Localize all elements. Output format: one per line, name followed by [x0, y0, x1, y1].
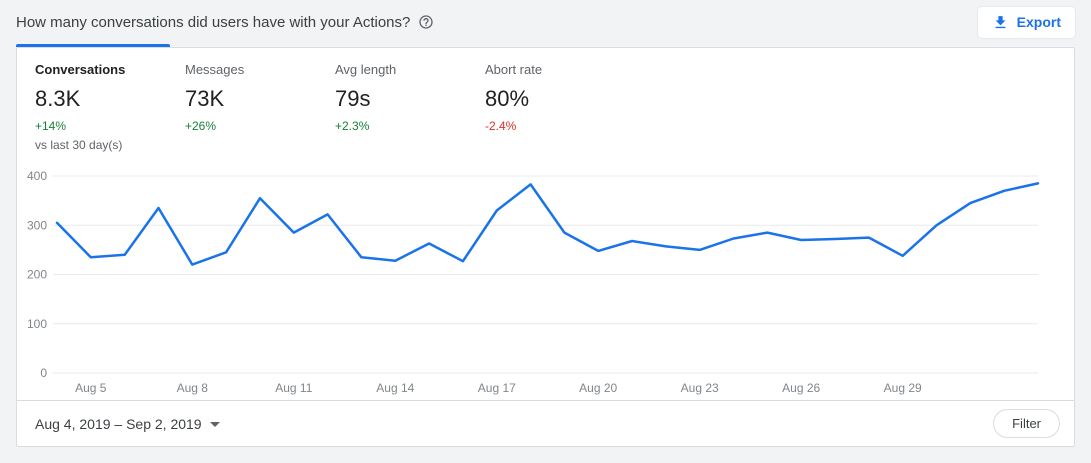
page-title: How many conversations did users have wi… [16, 13, 411, 31]
svg-text:Aug 23: Aug 23 [681, 381, 719, 395]
analytics-card: Conversations 8.3K +14% vs last 30 day(s… [16, 47, 1075, 447]
svg-text:Aug 17: Aug 17 [478, 381, 516, 395]
svg-text:0: 0 [40, 366, 47, 380]
metric-tab-avg-length[interactable]: Avg length 79s +2.3% [335, 62, 485, 152]
metric-value: 8.3K [35, 86, 81, 111]
svg-text:400: 400 [27, 169, 47, 183]
card-footer: Aug 4, 2019 – Sep 2, 2019 Filter [17, 400, 1074, 446]
filter-button[interactable]: Filter [993, 409, 1060, 438]
metric-value: 73K [185, 86, 225, 111]
data-series-line[interactable] [55, 182, 1040, 266]
date-range-label: Aug 4, 2019 – Sep 2, 2019 [35, 415, 202, 432]
conversations-chart-svg: 0 100 200 300 400 Aug 5 Aug 8 Aug 11 Aug 14 Aug 1… [27, 169, 1040, 395]
metric-delta: +2.3% [335, 119, 370, 133]
help-circle-icon[interactable] [418, 14, 434, 30]
svg-text:100: 100 [27, 317, 47, 331]
metric-delta: +14% [35, 119, 67, 133]
svg-text:Aug 29: Aug 29 [884, 381, 922, 395]
metric-value: 80% [485, 86, 530, 111]
metric-tab-abort-rate[interactable]: Abort rate 80% -2.4% [485, 62, 635, 152]
svg-text:Aug 5: Aug 5 [75, 381, 107, 395]
metric-tabs: Conversations 8.3K +14% vs last 30 day(s… [17, 48, 1074, 152]
metric-label: Avg length [335, 62, 397, 77]
svg-text:300: 300 [27, 218, 47, 232]
metric-value: 79s [335, 86, 371, 111]
gridlines-and-yaxis: 0 100 200 300 400 [27, 169, 1038, 380]
metric-label: Messages [185, 62, 245, 77]
metric-tab-conversations[interactable]: Conversations 8.3K +14% vs last 30 day(s… [35, 62, 185, 152]
xaxis-labels: Aug 5 Aug 8 Aug 11 Aug 14 Aug 17 Aug 20 Aug 23… [75, 381, 922, 395]
metric-comparison-note: vs last 30 day(s) [35, 138, 123, 152]
download-icon [992, 14, 1009, 31]
conversations-line-chart[interactable]: 0 100 200 300 400 Aug 5 Aug 8 Aug 11 Aug 14 Aug 1… [17, 164, 1074, 400]
metric-label: Abort rate [485, 62, 543, 77]
export-button-label: Export [1016, 14, 1061, 30]
export-button[interactable]: Export [977, 6, 1075, 38]
svg-text:Aug 11: Aug 11 [275, 381, 312, 395]
chevron-down-icon [209, 422, 220, 427]
svg-text:Aug 20: Aug 20 [579, 381, 617, 395]
metric-label: Conversations [35, 62, 126, 77]
metric-delta: -2.4% [485, 119, 517, 133]
active-tab-indicator [16, 44, 170, 47]
page-header: How many conversations did users have wi… [0, 0, 1091, 44]
svg-text:Aug 8: Aug 8 [177, 381, 209, 395]
svg-text:200: 200 [27, 268, 47, 282]
date-range-selector[interactable]: Aug 4, 2019 – Sep 2, 2019 [35, 416, 220, 432]
metric-tab-messages[interactable]: Messages 73K +26% [185, 62, 335, 152]
svg-text:Aug 14: Aug 14 [376, 381, 414, 395]
svg-text:Aug 26: Aug 26 [782, 381, 820, 395]
metric-delta: +26% [185, 119, 217, 133]
